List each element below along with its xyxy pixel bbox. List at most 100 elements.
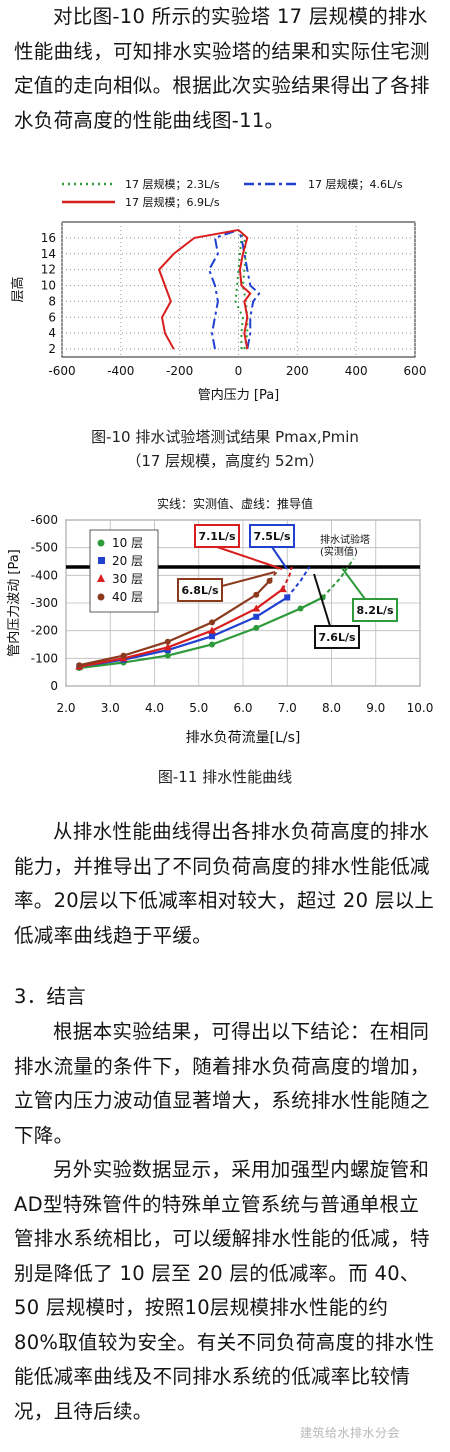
- fig11-annotation-box: [314, 625, 360, 649]
- fig11-series-3-point: [76, 662, 83, 669]
- section-title: 3．结言: [14, 985, 87, 1008]
- fig11-series-3-point: [266, 577, 273, 584]
- fig11-series-3-point: [253, 591, 260, 598]
- fig11-series-0-point: [253, 624, 260, 631]
- fig11-annotation-box: [352, 598, 398, 622]
- fig11-annotation-label: 7.5L/s: [253, 530, 291, 543]
- fig11-series-3-line: [79, 580, 271, 667]
- legend-label-blue: 17 层规模；4.6L/s: [308, 177, 403, 191]
- fig11-series-2-point: [252, 604, 261, 612]
- conclusion-paragraph-1: 根据本实验结果，可得出以下结论：在相同排水流量的条件下，随着排水负荷高度的增加，…: [14, 1020, 430, 1147]
- fig11-annotation-label: 6.8L/s: [181, 584, 219, 597]
- fig11-series-0-point: [297, 605, 304, 612]
- fig10-y-label: 层高: [10, 276, 26, 302]
- fig11-legend-marker: [97, 593, 105, 601]
- fig11-x-tick: 7.0: [278, 701, 297, 715]
- fig11-x-tick: 4.0: [145, 701, 164, 715]
- fig10-x-tick: 0: [235, 364, 243, 378]
- fig11-reference-label: (实测值): [320, 545, 358, 558]
- fig10-y-tick: 12: [41, 263, 56, 277]
- fig11-reference-label: 排水试验塔: [320, 533, 370, 546]
- fig10-y-tick: 4: [48, 326, 56, 340]
- fig11-series-1-point: [284, 594, 291, 601]
- figure-10-caption-line1: 图-10 排水试验塔测试结果 Pmax,Pmin: [91, 428, 359, 446]
- fig11-series-1-point: [209, 633, 216, 640]
- fig11-x-label: 排水负荷流量[L/s]: [186, 730, 301, 746]
- fig11-title: 实线：实测值、虚线：推导值: [157, 496, 313, 511]
- fig10-plot-area: -600 -400 -200 0 200 400 600 2 4 6 810 12 14 16 管内压力 […: [10, 221, 427, 403]
- fig11-x-tick: 5.0: [189, 701, 208, 715]
- fig11-x-tick: 2.0: [56, 701, 75, 715]
- fig11-y-tick: -200: [31, 624, 58, 638]
- fig10-x-tick: 400: [345, 364, 368, 378]
- figure-10-chart: 17 层规模；2.3L/s 17 层规模；4.6L/s 17 层规模；6.9L/…: [10, 177, 427, 403]
- fig11-y-tick: -100: [31, 651, 58, 665]
- fig10-x-label: 管内压力 [Pa]: [198, 387, 280, 403]
- fig11-annotation-box: [249, 524, 295, 548]
- fig11-series-3-point: [209, 619, 216, 626]
- figure-11-caption: 图-11 排水性能曲线: [157, 768, 293, 786]
- fig11-y-tick: 0: [50, 679, 58, 693]
- fig11-x-tick: 10.0: [407, 701, 434, 715]
- fig10-series-1-pmin: [207, 228, 239, 350]
- fig11-annotation-label: 8.2L/s: [356, 604, 394, 617]
- fig11-series-3-point: [164, 638, 171, 645]
- fig11-x-tick: 9.0: [366, 701, 385, 715]
- fig11-annotation-label: 7.1L/s: [198, 530, 236, 543]
- fig11-annotation-pointer: [271, 546, 288, 570]
- fig11-annotation-box: [194, 524, 240, 548]
- watermark-text: 建筑给水排水分会: [300, 1426, 401, 1440]
- fig11-annotation-pointer: [313, 573, 331, 627]
- fig11-series-3-point: [120, 652, 127, 659]
- fig11-legend-marker: [97, 574, 105, 582]
- figure-10-caption-line2: （17 层规模，高度约 52m）: [126, 452, 324, 470]
- fig10-y-tick: 8: [48, 294, 56, 308]
- fig10-x-tick: -600: [48, 364, 75, 378]
- fig10-series-2-pmin: [157, 228, 239, 350]
- fig11-series-0-point: [164, 652, 171, 659]
- fig10-series-1-pmax: [237, 229, 261, 350]
- fig10-series-2-pmax: [237, 229, 252, 350]
- fig11-legend-label: 40 层: [112, 590, 143, 604]
- fig10-legend: 17 层规模；2.3L/s 17 层规模；4.6L/s 17 层规模；6.9L/…: [62, 177, 403, 209]
- fig11-legend-label: 20 层: [112, 554, 143, 568]
- fig11-x-tick: 3.0: [101, 701, 120, 715]
- fig11-series-0-point: [209, 641, 216, 648]
- fig11-legend-marker: [97, 539, 105, 547]
- fig10-x-tick: -400: [107, 364, 134, 378]
- fig11-series-1-line: [79, 596, 288, 668]
- fig11-series-2-estimate: [281, 566, 293, 590]
- fig11-y-tick: -400: [31, 568, 58, 582]
- legend-label-red: 17 层规模；6.9L/s: [125, 195, 220, 209]
- fig10-x-tick: 600: [404, 364, 427, 378]
- fig11-x-tick: 8.0: [322, 701, 341, 715]
- fig10-x-tick: -200: [166, 364, 193, 378]
- fig11-legend-label: 30 层: [112, 572, 143, 586]
- fig11-x-tick: 6.0: [233, 701, 252, 715]
- fig11-annotation-pointer: [216, 546, 283, 570]
- legend-label-green: 17 层规模；2.3L/s: [125, 177, 220, 191]
- fig11-series-2-point: [163, 643, 172, 651]
- fig10-y-tick: 10: [41, 279, 56, 293]
- fig11-series-2-line: [79, 588, 284, 668]
- fig10-y-tick: 6: [48, 310, 56, 324]
- fig10-y-tick: 16: [41, 231, 56, 245]
- fig10-y-tick: 14: [41, 247, 56, 261]
- fig11-plot-area: 2.0 3.0 4.0 5.0 6.0 7.0 8.0 9.0 10.0 -600 -500 -400…: [6, 513, 433, 746]
- fig11-y-tick: -500: [31, 541, 58, 555]
- fig10-y-tick: 2: [48, 342, 56, 356]
- figure-11-chart: 实线：实测值、虚线：推导值 2.0 3.0 4.0 5.0 6.0 7.0 8.0 9.0 10…: [6, 496, 433, 746]
- fig11-annotation-box: [177, 578, 223, 602]
- fig11-y-label: 管内压力波动 [Pa]: [6, 549, 22, 657]
- conclusion-paragraph-2: 另外实验数据显示，采用加强型内螺旋管和AD型特殊管件的特殊单立管系统与普通单根立…: [14, 1158, 435, 1423]
- fig11-annotation-pointer: [341, 567, 366, 600]
- fig11-series-2-point: [208, 626, 217, 634]
- fig11-series-0-estimate: [321, 558, 355, 599]
- fig11-series-3-estimate: [268, 566, 280, 582]
- fig11-series-2-point: [278, 585, 287, 593]
- fig11-y-tick: -600: [31, 513, 58, 527]
- fig11-annotation-pointer: [221, 571, 276, 587]
- fig11-legend-marker: [98, 557, 105, 564]
- fig11-series-1-estimate: [286, 566, 311, 599]
- fig11-series-1-point: [253, 613, 260, 620]
